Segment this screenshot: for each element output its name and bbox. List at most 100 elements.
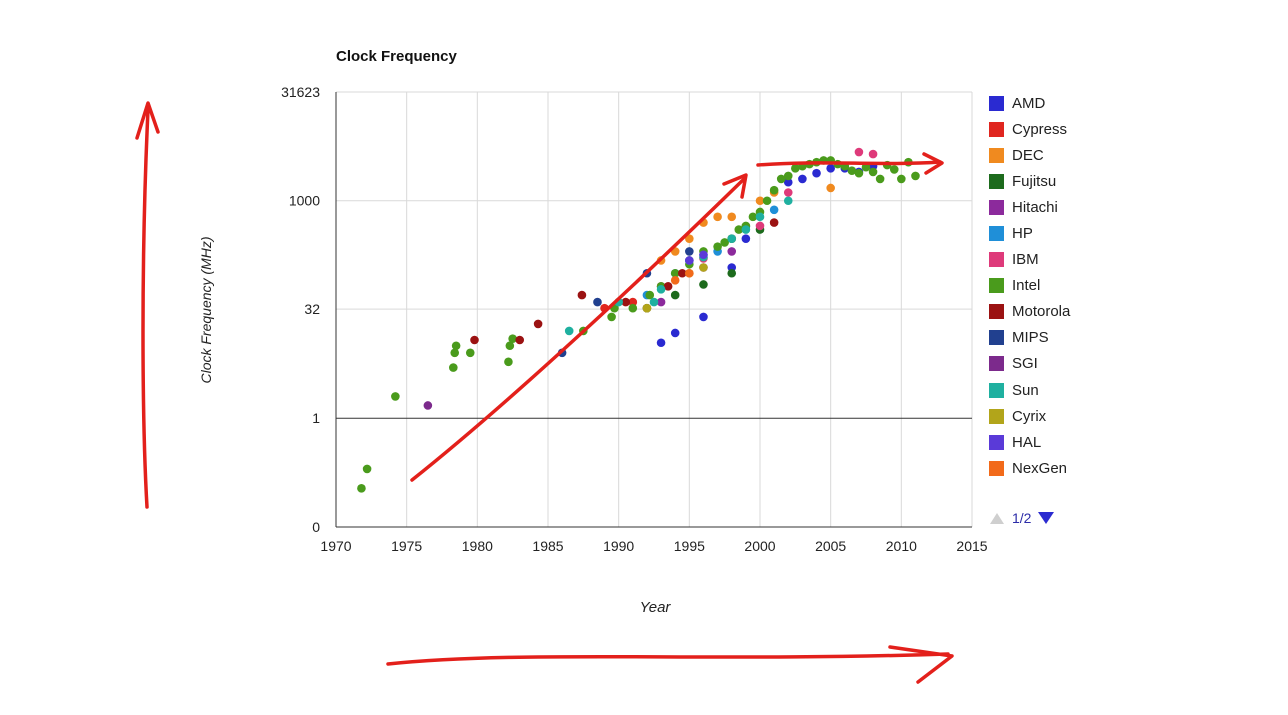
data-point	[362, 464, 372, 474]
legend-item[interactable]: IBM	[989, 247, 1070, 273]
legend-item[interactable]: Fujitsu	[989, 168, 1070, 194]
previous-page-icon	[990, 512, 1004, 524]
legend-item[interactable]: SGI	[989, 351, 1070, 377]
y-tick-label: 31623	[281, 84, 320, 100]
legend-item[interactable]: Cypress	[989, 116, 1070, 142]
data-point	[769, 205, 779, 215]
data-point	[670, 275, 680, 285]
x-tick-label: 1995	[674, 538, 705, 554]
legend-item[interactable]: Intel	[989, 273, 1070, 299]
legend-label: Motorola	[1012, 303, 1071, 321]
data-point	[450, 348, 460, 358]
data-point	[826, 164, 835, 173]
horizontal-arrow-annotation	[386, 652, 950, 666]
legend-swatch	[989, 382, 1004, 398]
legend-label: DEC	[1012, 146, 1044, 164]
data-point	[593, 297, 602, 307]
data-point	[755, 196, 765, 206]
legend-item[interactable]: NexGen	[989, 455, 1070, 481]
legend: AMD Cypress DEC Fujitsu Hitachi HP IBM I…	[989, 90, 1070, 481]
legend-item[interactable]: Hitachi	[989, 194, 1070, 220]
data-point	[670, 328, 680, 338]
data-point	[769, 185, 779, 195]
x-tick-label: 2015	[956, 538, 987, 554]
legend-item[interactable]: AMD	[989, 90, 1070, 116]
legend-pager: 1/2	[990, 510, 1055, 526]
y-tick-label: 1	[312, 410, 320, 426]
data-point	[897, 174, 906, 184]
data-point	[776, 174, 786, 184]
legend-item[interactable]: DEC	[989, 142, 1070, 168]
y-tick-label: 32	[304, 301, 320, 317]
data-point	[465, 348, 475, 358]
legend-label: MIPS	[1012, 329, 1049, 347]
legend-swatch	[989, 408, 1004, 424]
data-point	[889, 165, 899, 174]
data-point	[734, 225, 744, 234]
legend-swatch	[989, 434, 1004, 450]
legend-item[interactable]: Cyrix	[989, 403, 1070, 429]
horizontal-arrowhead-annotation	[888, 645, 954, 684]
axes: 1970 1975 1980 1985 1990 1995 2000 2005 2010 2015…	[281, 84, 988, 554]
legend-swatch	[989, 95, 1004, 111]
legend-swatch	[989, 121, 1004, 137]
data-point	[762, 196, 772, 206]
data-point	[670, 290, 680, 300]
legend-item[interactable]: HAL	[989, 429, 1070, 455]
x-tick-label: 2005	[815, 538, 846, 554]
legend-item[interactable]: Motorola	[989, 299, 1070, 325]
data-point	[685, 256, 694, 265]
legend-label: Cypress	[1012, 120, 1068, 138]
data-point	[685, 268, 694, 278]
trend-arrow-annotation	[410, 176, 747, 482]
chart-title: Clock Frequency	[336, 48, 457, 65]
legend-label: AMD	[1012, 94, 1046, 112]
legend-swatch	[989, 278, 1004, 294]
data-point	[741, 225, 751, 234]
legend-label: Sun	[1012, 381, 1039, 399]
legend-swatch	[989, 460, 1004, 476]
data-point	[391, 392, 400, 401]
data-point	[720, 238, 729, 247]
data-point	[508, 334, 517, 344]
legend-label: Intel	[1012, 277, 1041, 295]
data-point	[727, 268, 737, 278]
data-point	[470, 335, 479, 345]
data-point	[628, 303, 638, 313]
data-point	[826, 183, 835, 193]
data-point	[699, 312, 708, 322]
data-point	[713, 212, 722, 222]
plateau-arrow-annotation	[756, 160, 942, 167]
data-point	[449, 363, 458, 372]
vertical-arrow-annotation	[141, 108, 150, 509]
data-point	[656, 338, 666, 348]
next-page-icon[interactable]	[1038, 512, 1055, 524]
legend-swatch	[989, 356, 1004, 372]
data-point	[791, 164, 800, 173]
data-point	[685, 234, 694, 243]
legend-item[interactable]: HP	[989, 220, 1070, 246]
data-point	[769, 218, 779, 227]
data-point	[875, 174, 885, 184]
data-point	[656, 297, 666, 307]
data-point	[645, 290, 655, 300]
data-point	[423, 401, 433, 410]
data-point	[699, 280, 708, 289]
legend-label: Cyrix	[1012, 407, 1047, 425]
data-point	[847, 166, 857, 175]
legend-item[interactable]: MIPS	[989, 325, 1070, 351]
legend-swatch	[989, 252, 1004, 268]
legend-item[interactable]: Sun	[989, 377, 1070, 403]
data-point	[755, 221, 765, 231]
data-point	[642, 303, 652, 313]
legend-label: Fujitsu	[1012, 172, 1057, 190]
data-point	[727, 247, 737, 256]
legend-swatch	[989, 173, 1004, 189]
data-point	[663, 282, 673, 291]
x-axis-title: Year	[639, 599, 671, 616]
trend-arrowhead-annotation	[722, 173, 748, 199]
data-point	[911, 171, 920, 181]
data-point	[783, 171, 793, 181]
x-tick-label: 2010	[886, 538, 917, 554]
legend-label: Hitachi	[1012, 198, 1058, 216]
